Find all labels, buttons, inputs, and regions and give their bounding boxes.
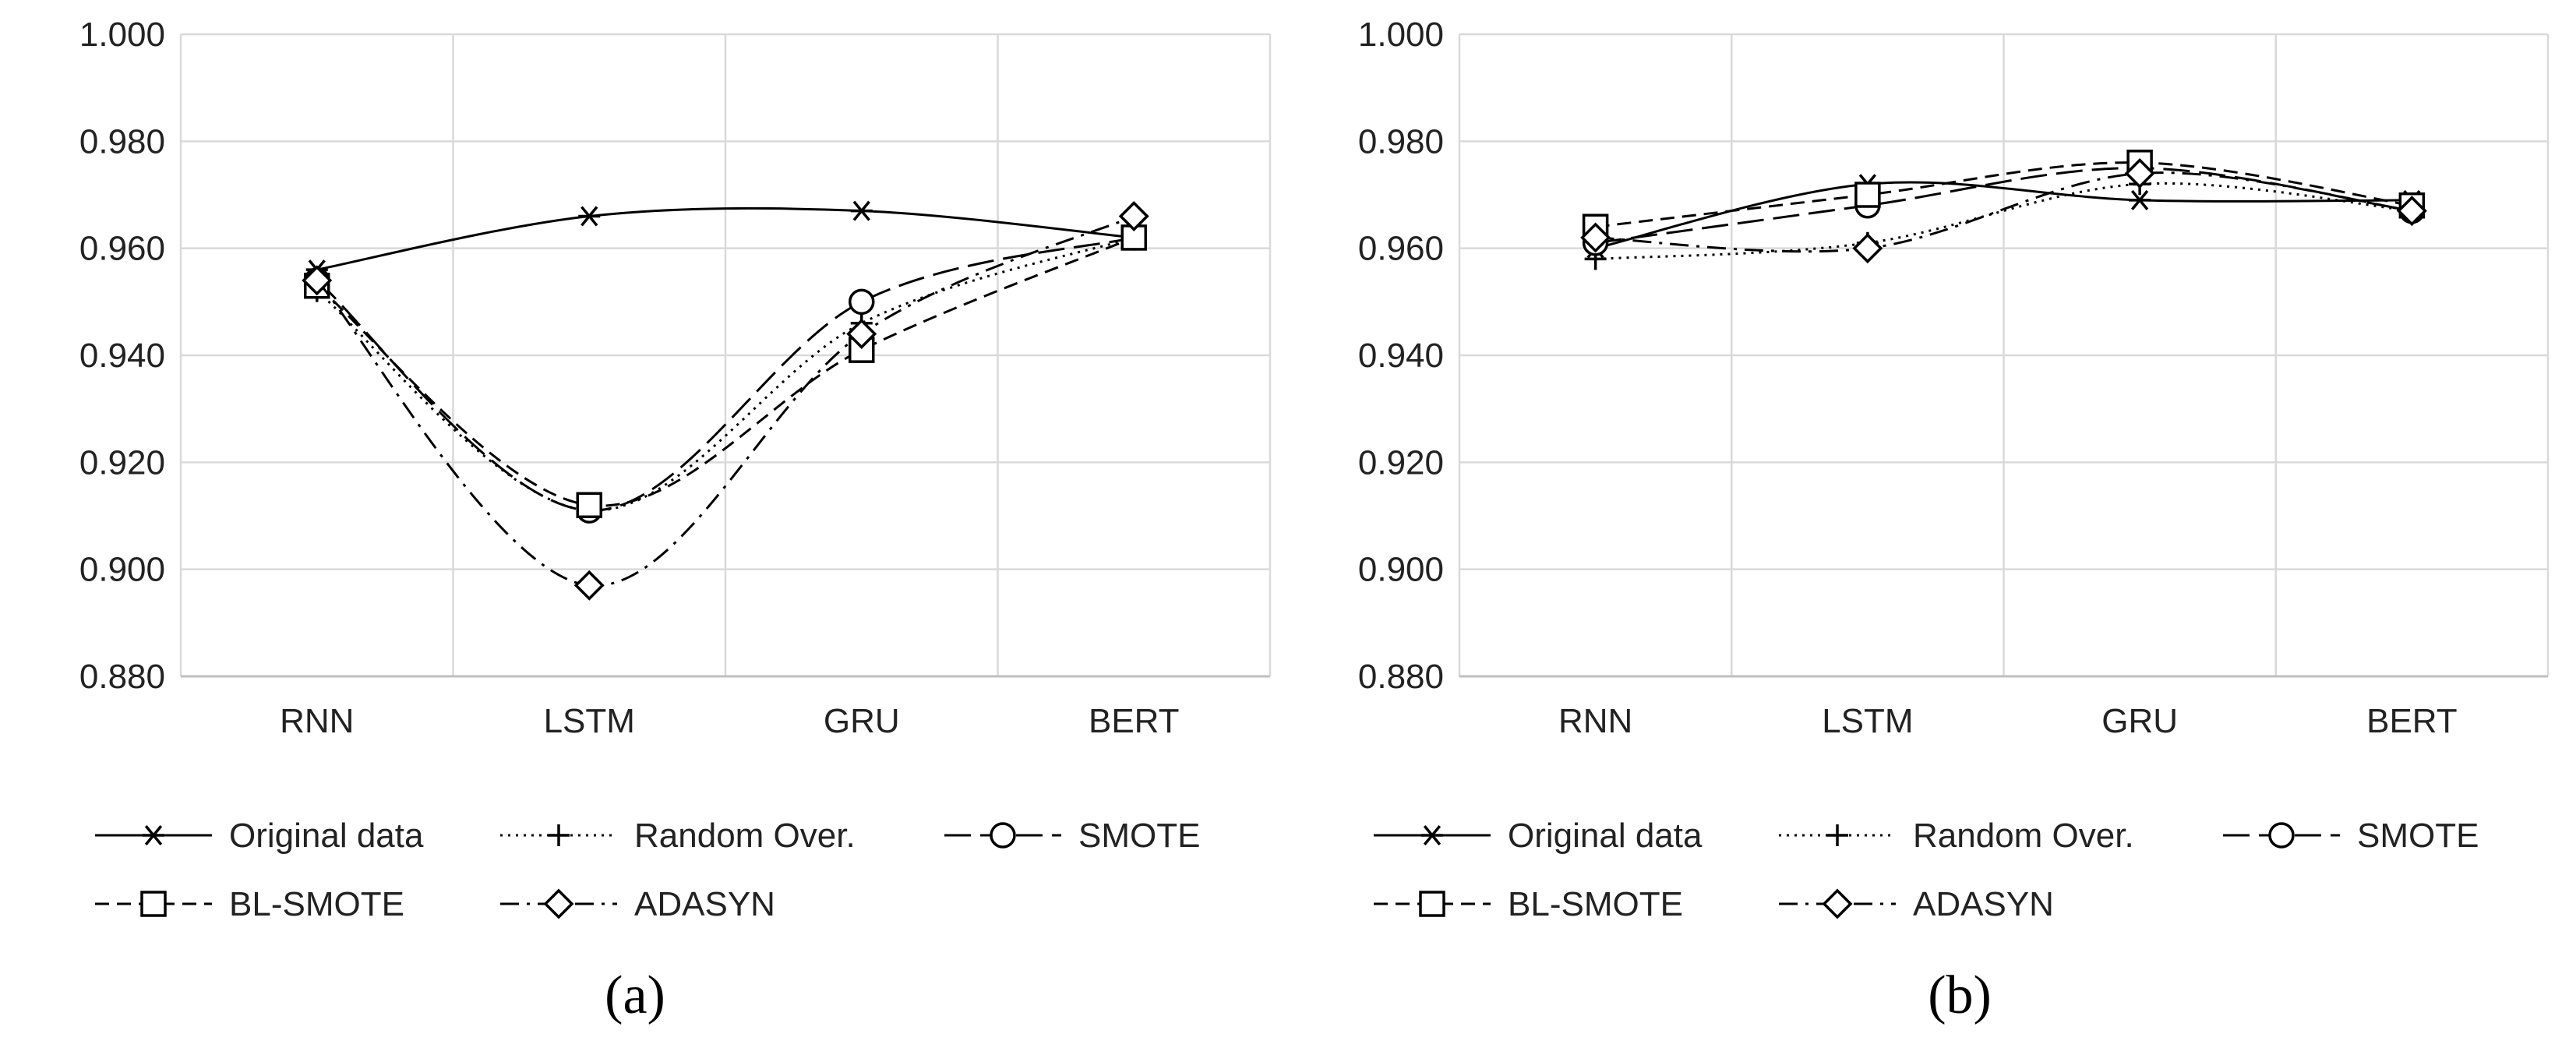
y-tick-label: 1.000 — [1358, 16, 1444, 54]
data-point — [2396, 196, 2427, 227]
legend: Original data Random Over. SMOTE BL-SMOTE AD… — [95, 817, 1200, 923]
x-tick-label: LSTM — [544, 702, 635, 740]
legend-label: BL-SMOTE — [229, 885, 404, 923]
x-tick-label: RNN — [280, 702, 354, 740]
legend-item: BL-SMOTE — [95, 885, 404, 923]
legend-item: SMOTE — [944, 817, 1200, 855]
panel-label: (b) — [1928, 965, 1992, 1025]
legend-marker — [2268, 822, 2295, 849]
y-tick-label: 0.940 — [79, 337, 165, 375]
legend-marker — [1822, 888, 1853, 919]
legend-label: ADASYN — [634, 885, 775, 923]
x-tick-label: BERT — [2366, 702, 2458, 740]
legend-item: Random Over. — [500, 817, 856, 855]
y-tick-label: 0.960 — [79, 230, 165, 268]
data-point — [573, 570, 605, 601]
y-tick-label: 0.920 — [1358, 443, 1444, 482]
y-tick-label: 0.900 — [1358, 551, 1444, 589]
legend-label: SMOTE — [2357, 817, 2479, 855]
data-point — [846, 319, 877, 350]
x-tick-label: RNN — [1558, 702, 1632, 740]
gridlines — [1459, 33, 2548, 676]
legend-item: Original data — [95, 817, 424, 855]
legend-label: Random Over. — [634, 817, 856, 855]
y-tick-label: 0.940 — [1358, 337, 1444, 375]
legend-marker — [140, 891, 167, 917]
y-tick-label: 0.960 — [1358, 230, 1444, 268]
legend-item: Original data — [1374, 817, 1703, 855]
data-point — [849, 288, 875, 316]
series-line — [316, 215, 1134, 587]
data-point — [1852, 233, 1883, 264]
legend-item: ADASYN — [500, 885, 775, 923]
chart-panel-2: 0.880 0.900 0.920 0.940 0.960 0.980 1.000 RNN LS… — [1358, 16, 2550, 1025]
series-line — [1595, 171, 2412, 253]
legend-item: SMOTE — [2223, 817, 2479, 855]
legend-item: Random Over. — [1779, 817, 2134, 855]
chart-panel-1: 0.880 0.900 0.920 0.940 0.960 0.980 1.000 RNN LS… — [79, 16, 1272, 1025]
series-line — [316, 236, 1134, 512]
series-line — [316, 206, 1134, 271]
legend-marker — [548, 824, 570, 846]
y-tick-label: 0.980 — [79, 122, 165, 161]
data-point — [1854, 182, 1881, 208]
data-point — [1580, 222, 1611, 253]
series-adasyn — [1580, 158, 2427, 264]
legend-item: BL-SMOTE — [1374, 885, 1683, 923]
series-adasyn — [302, 200, 1149, 601]
y-tick-label: 1.000 — [79, 16, 165, 54]
x-tick-label: LSTM — [1822, 702, 1913, 740]
legend-marker — [1826, 824, 1848, 846]
legend-label: BL-SMOTE — [1508, 885, 1683, 923]
x-tick-label: GRU — [2101, 702, 2178, 740]
data-point — [2124, 158, 2155, 189]
legend-marker — [143, 824, 164, 846]
panel-label: (a) — [605, 965, 665, 1025]
data-point — [576, 492, 602, 519]
legend-marker — [990, 822, 1016, 849]
legend-label: SMOTE — [1078, 817, 1200, 855]
legend-label: Original data — [1508, 817, 1703, 855]
y-tick-label: 0.880 — [79, 658, 165, 696]
series-line — [1595, 161, 2412, 228]
legend-item: ADASYN — [1779, 885, 2054, 923]
legend-marker — [1419, 891, 1445, 917]
data-point — [578, 206, 601, 227]
y-tick-label: 0.980 — [1358, 122, 1444, 161]
legend-label: Random Over. — [1913, 817, 2134, 855]
gridlines — [181, 33, 1270, 676]
legend-label: ADASYN — [1913, 885, 2054, 923]
legend-marker — [543, 888, 574, 919]
y-tick-label: 0.920 — [79, 443, 165, 482]
series-line — [316, 236, 1134, 507]
legend-marker — [1421, 824, 1443, 846]
legend: Original data Random Over. SMOTE BL-SMOTE AD… — [1374, 817, 2479, 923]
data-point — [302, 265, 333, 296]
y-tick-label: 0.900 — [79, 551, 165, 589]
data-point — [850, 200, 873, 221]
series-line — [1595, 182, 2412, 260]
legend-label: Original data — [229, 817, 424, 855]
x-tick-label: GRU — [824, 702, 900, 740]
series-line — [1595, 167, 2412, 245]
data-point — [1118, 200, 1149, 231]
series-line — [316, 236, 1134, 512]
x-tick-label: BERT — [1089, 702, 1180, 740]
data-point — [2129, 189, 2151, 210]
y-tick-label: 0.880 — [1358, 658, 1444, 696]
series-line — [1595, 181, 2412, 250]
